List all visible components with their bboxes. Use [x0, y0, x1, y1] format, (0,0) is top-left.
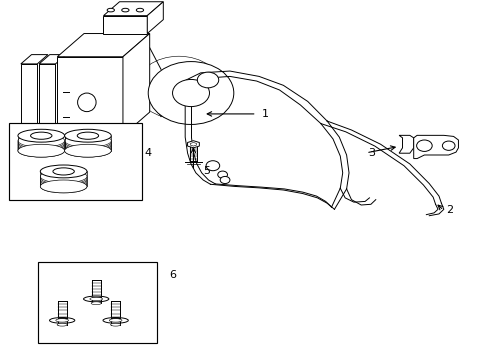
Ellipse shape: [40, 179, 87, 192]
Ellipse shape: [64, 139, 111, 152]
Bar: [9, 123, 142, 200]
Ellipse shape: [107, 8, 114, 12]
Ellipse shape: [40, 177, 87, 190]
Ellipse shape: [18, 144, 64, 157]
Ellipse shape: [64, 140, 111, 153]
Ellipse shape: [49, 318, 75, 323]
Ellipse shape: [40, 170, 87, 183]
Ellipse shape: [40, 174, 87, 187]
Circle shape: [205, 161, 219, 171]
Polygon shape: [398, 135, 413, 153]
Ellipse shape: [64, 143, 111, 156]
Text: 4: 4: [144, 148, 152, 158]
Ellipse shape: [64, 144, 111, 157]
Ellipse shape: [57, 323, 67, 326]
Circle shape: [148, 62, 233, 125]
Ellipse shape: [77, 132, 99, 139]
Ellipse shape: [18, 144, 64, 157]
Text: 1: 1: [261, 109, 268, 119]
Text: 3: 3: [368, 148, 375, 158]
Text: 2: 2: [446, 205, 452, 215]
Polygon shape: [147, 2, 163, 33]
Ellipse shape: [40, 165, 87, 178]
Polygon shape: [122, 33, 149, 135]
Ellipse shape: [64, 136, 111, 149]
Bar: [57, 57, 122, 135]
Ellipse shape: [64, 144, 111, 157]
Ellipse shape: [83, 296, 109, 302]
Circle shape: [172, 80, 209, 107]
Ellipse shape: [40, 173, 87, 186]
Ellipse shape: [64, 129, 111, 142]
Ellipse shape: [40, 180, 87, 193]
Ellipse shape: [109, 319, 122, 322]
Text: 5: 5: [203, 166, 210, 176]
Bar: [38, 262, 157, 342]
Ellipse shape: [40, 171, 87, 184]
Ellipse shape: [122, 8, 129, 12]
Ellipse shape: [18, 129, 64, 142]
Ellipse shape: [64, 141, 111, 154]
Ellipse shape: [136, 8, 143, 12]
Polygon shape: [413, 135, 458, 158]
Ellipse shape: [18, 141, 64, 154]
Ellipse shape: [110, 323, 121, 326]
Ellipse shape: [30, 132, 52, 139]
Polygon shape: [190, 143, 196, 146]
Ellipse shape: [90, 297, 102, 301]
Ellipse shape: [18, 137, 64, 150]
Circle shape: [197, 72, 218, 88]
Polygon shape: [57, 33, 149, 57]
Ellipse shape: [18, 143, 64, 156]
Bar: [21, 64, 37, 128]
Ellipse shape: [56, 319, 68, 322]
Bar: [103, 16, 147, 33]
Polygon shape: [39, 55, 66, 64]
Ellipse shape: [18, 134, 64, 147]
Ellipse shape: [53, 168, 74, 175]
Polygon shape: [187, 141, 199, 148]
Ellipse shape: [64, 137, 111, 150]
Text: 6: 6: [169, 270, 176, 280]
Ellipse shape: [18, 139, 64, 152]
Ellipse shape: [18, 140, 64, 153]
Ellipse shape: [18, 136, 64, 149]
Bar: [39, 64, 55, 128]
Polygon shape: [103, 2, 163, 16]
Ellipse shape: [40, 180, 87, 193]
Polygon shape: [21, 55, 48, 64]
Circle shape: [220, 176, 229, 184]
Ellipse shape: [64, 134, 111, 147]
Ellipse shape: [103, 318, 128, 323]
Circle shape: [217, 171, 227, 178]
Circle shape: [442, 141, 454, 150]
Ellipse shape: [78, 93, 96, 112]
Ellipse shape: [91, 302, 101, 305]
Circle shape: [416, 140, 431, 152]
Ellipse shape: [40, 176, 87, 189]
